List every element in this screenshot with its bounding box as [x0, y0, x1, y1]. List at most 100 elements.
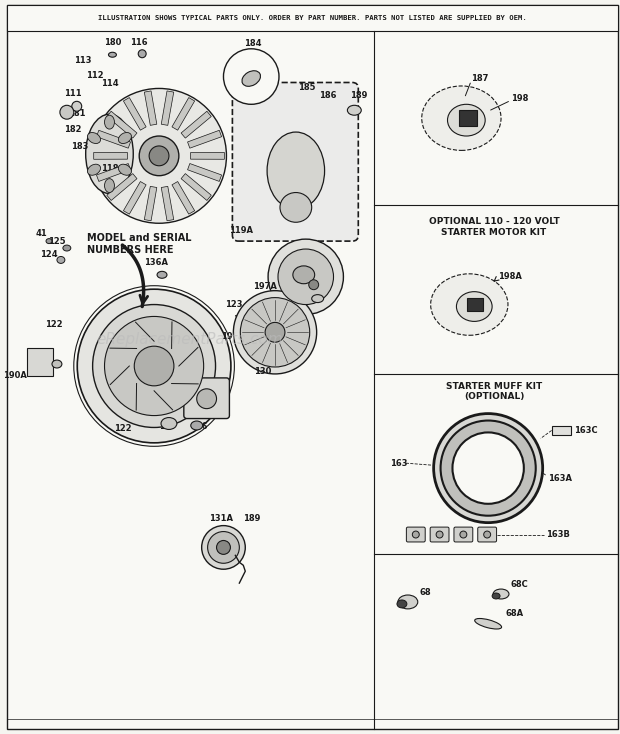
FancyBboxPatch shape: [454, 527, 473, 542]
Text: 123: 123: [226, 300, 243, 309]
Text: 163: 163: [390, 459, 407, 468]
FancyBboxPatch shape: [184, 378, 229, 418]
Ellipse shape: [280, 192, 312, 222]
Polygon shape: [188, 164, 221, 181]
Bar: [467, 297, 483, 311]
Polygon shape: [172, 98, 195, 130]
Circle shape: [208, 531, 239, 563]
Text: 136: 136: [190, 423, 208, 432]
Ellipse shape: [57, 256, 65, 264]
Ellipse shape: [397, 600, 407, 608]
Circle shape: [233, 291, 317, 374]
Polygon shape: [188, 131, 221, 148]
Text: 198A: 198A: [498, 272, 522, 281]
Circle shape: [268, 239, 343, 314]
FancyBboxPatch shape: [430, 527, 449, 542]
Ellipse shape: [87, 132, 100, 144]
Circle shape: [138, 50, 146, 58]
Text: 197: 197: [159, 423, 177, 432]
Ellipse shape: [105, 115, 115, 129]
Ellipse shape: [456, 291, 492, 321]
Text: 111: 111: [64, 90, 82, 98]
Text: 68C: 68C: [511, 580, 529, 589]
Text: OPTIONAL 110 - 120 VOLT
STARTER MOTOR KIT: OPTIONAL 110 - 120 VOLT STARTER MOTOR KI…: [428, 217, 559, 236]
Text: 122: 122: [45, 320, 63, 329]
Ellipse shape: [475, 619, 502, 629]
Polygon shape: [161, 186, 174, 221]
Ellipse shape: [108, 52, 117, 57]
Ellipse shape: [161, 418, 177, 429]
Text: 185: 185: [298, 84, 316, 92]
Text: 114: 114: [100, 79, 118, 88]
Ellipse shape: [267, 132, 325, 209]
Ellipse shape: [118, 164, 131, 175]
Text: 163C: 163C: [574, 426, 598, 435]
Circle shape: [433, 413, 542, 523]
Text: 190: 190: [221, 332, 239, 341]
Circle shape: [60, 105, 74, 119]
Polygon shape: [94, 153, 128, 159]
Polygon shape: [144, 186, 157, 221]
Ellipse shape: [242, 70, 260, 87]
Ellipse shape: [118, 132, 131, 144]
Circle shape: [309, 280, 319, 290]
Bar: [552, 426, 572, 435]
Text: 131A: 131A: [210, 514, 234, 523]
Ellipse shape: [422, 86, 501, 150]
Polygon shape: [97, 164, 131, 181]
Text: ILLUSTRATION SHOWS TYPICAL PARTS ONLY. ORDER BY PART NUMBER. PARTS NOT LISTED AR: ILLUSTRATION SHOWS TYPICAL PARTS ONLY. O…: [99, 15, 527, 21]
Polygon shape: [181, 112, 211, 138]
Text: 187: 187: [471, 74, 489, 83]
Text: 125: 125: [48, 236, 66, 246]
Text: 41: 41: [35, 229, 47, 238]
Text: 189: 189: [350, 91, 368, 101]
Ellipse shape: [87, 164, 100, 175]
Polygon shape: [181, 173, 211, 200]
FancyBboxPatch shape: [406, 527, 425, 542]
Text: 163A: 163A: [547, 473, 572, 482]
Text: 119: 119: [25, 355, 43, 365]
Circle shape: [149, 146, 169, 166]
Ellipse shape: [398, 595, 418, 609]
Text: 113: 113: [74, 56, 92, 65]
Text: 181: 181: [68, 109, 86, 118]
FancyBboxPatch shape: [478, 527, 497, 542]
Circle shape: [412, 531, 419, 538]
Text: 122: 122: [113, 424, 131, 433]
Text: 183: 183: [71, 142, 89, 151]
Ellipse shape: [52, 360, 62, 368]
Text: 118: 118: [100, 164, 118, 172]
Text: 124: 124: [40, 250, 58, 260]
Ellipse shape: [448, 104, 485, 136]
Text: 182: 182: [64, 125, 82, 134]
Circle shape: [278, 249, 334, 305]
Circle shape: [441, 421, 536, 516]
Polygon shape: [172, 181, 195, 214]
Text: 68A: 68A: [506, 609, 524, 618]
Text: STARTER MUFF KIT
(OPTIONAL): STARTER MUFF KIT (OPTIONAL): [446, 382, 542, 401]
Circle shape: [216, 540, 231, 554]
Polygon shape: [107, 173, 137, 200]
Polygon shape: [123, 98, 146, 130]
Text: 190A: 190A: [3, 371, 27, 380]
Ellipse shape: [191, 421, 203, 430]
Ellipse shape: [493, 589, 509, 599]
Ellipse shape: [86, 115, 133, 194]
Text: 119A: 119A: [229, 226, 254, 235]
Circle shape: [72, 101, 82, 112]
Circle shape: [135, 346, 174, 386]
Circle shape: [140, 136, 179, 175]
Ellipse shape: [78, 289, 231, 443]
Circle shape: [265, 322, 285, 342]
Ellipse shape: [46, 239, 52, 244]
Text: eReplacementParts.com: eReplacementParts.com: [97, 332, 283, 346]
Circle shape: [202, 526, 246, 570]
Circle shape: [92, 305, 216, 427]
Circle shape: [436, 531, 443, 538]
Text: 68: 68: [420, 587, 432, 597]
Text: 122: 122: [233, 315, 251, 324]
Polygon shape: [190, 153, 224, 159]
Circle shape: [92, 88, 226, 223]
Text: 163B: 163B: [546, 530, 570, 539]
Text: 116: 116: [130, 38, 148, 47]
